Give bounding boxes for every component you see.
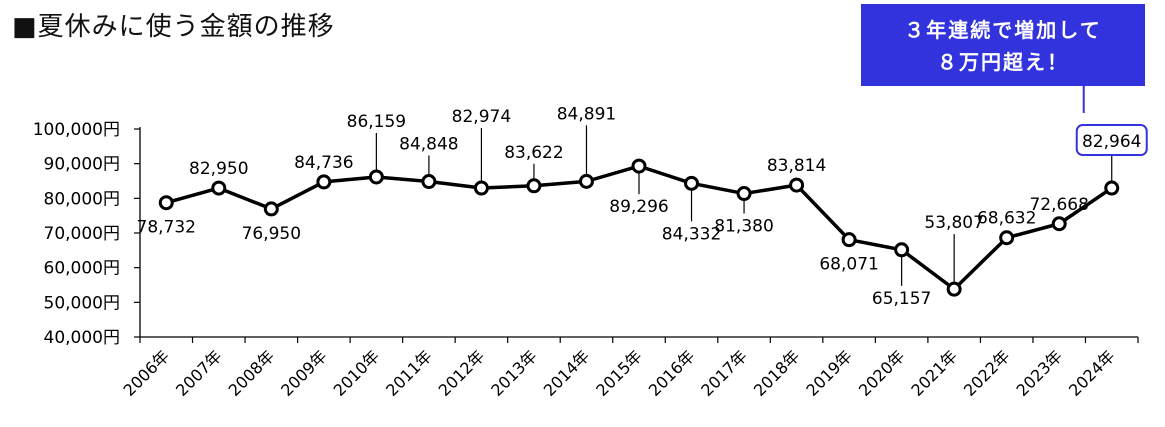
- data-label: 84,848: [399, 135, 458, 155]
- data-label: 72,668: [1029, 195, 1088, 215]
- data-label: 68,632: [977, 209, 1036, 229]
- x-tick-label: 2021年: [907, 346, 961, 400]
- data-point: [1051, 216, 1067, 232]
- annotation-line-1: ３年連続で増加して: [904, 18, 1102, 42]
- data-point: [263, 201, 279, 217]
- data-label: 84,332: [662, 224, 721, 244]
- data-point: [368, 169, 384, 185]
- data-point: [1104, 180, 1120, 196]
- x-tick-label: 2007年: [172, 346, 226, 400]
- x-tick-label: 2010年: [330, 346, 384, 400]
- data-point: [999, 230, 1015, 246]
- data-points: [158, 158, 1120, 297]
- annotation-callout: ３年連続で増加して ８万円超え！: [861, 4, 1145, 86]
- y-tick-label: 70,000円: [44, 224, 120, 244]
- data-label: 76,950: [242, 224, 301, 244]
- x-tick-label: 2011年: [382, 346, 436, 400]
- y-tick-label: 50,000円: [44, 293, 120, 313]
- data-point: [684, 175, 700, 191]
- data-label: 84,736: [294, 153, 353, 173]
- y-tick-label: 40,000円: [44, 328, 120, 348]
- data-point: [211, 180, 227, 196]
- data-label: 81,380: [714, 217, 773, 237]
- y-tick-label: 80,000円: [44, 189, 120, 209]
- data-label: 86,159: [347, 112, 406, 132]
- label-leader-lines: [375, 125, 1113, 290]
- data-label: 83,814: [767, 156, 826, 176]
- x-tick-label: 2006年: [120, 346, 174, 400]
- y-tick-label: 100,000円: [33, 120, 120, 140]
- x-tick-label: 2015年: [592, 346, 646, 400]
- data-point: [631, 158, 647, 174]
- data-label: 83,622: [504, 143, 563, 163]
- x-tick-label: 2022年: [960, 346, 1014, 400]
- x-tick-label: 2017年: [697, 346, 751, 400]
- x-tick-label: 2019年: [802, 346, 856, 400]
- data-label: 65,157: [872, 289, 931, 309]
- annotation-line-2: ８万円超え！: [937, 50, 1069, 74]
- data-point: [946, 281, 962, 297]
- x-tick-label: 2024年: [1065, 346, 1119, 400]
- y-tick-label: 60,000円: [44, 259, 120, 279]
- data-point: [789, 177, 805, 193]
- data-label: 82,950: [189, 159, 248, 179]
- data-label: 82,964: [1082, 132, 1141, 152]
- data-label: 78,732: [137, 218, 196, 238]
- chart-title: ■夏休みに使う金額の推移: [12, 12, 335, 42]
- x-tick-label: 2016年: [645, 346, 699, 400]
- highlight-label-box: [1075, 124, 1148, 157]
- data-point: [894, 242, 910, 258]
- data-point: [473, 180, 489, 196]
- data-label: 89,296: [609, 197, 668, 217]
- x-tick-label: 2013年: [487, 346, 541, 400]
- data-label: 53,807: [924, 213, 983, 233]
- y-tick-label: 90,000円: [44, 155, 120, 175]
- data-point: [526, 178, 542, 194]
- x-tick-label: 2008年: [225, 346, 279, 400]
- x-tick-label: 2018年: [750, 346, 804, 400]
- data-point: [578, 173, 594, 189]
- data-point: [736, 186, 752, 202]
- data-label: 82,974: [452, 107, 511, 127]
- x-tick-label: 2012年: [435, 346, 489, 400]
- data-label: 68,071: [819, 255, 878, 275]
- data-point: [158, 195, 174, 211]
- x-tick-label: 2023年: [1012, 346, 1066, 400]
- data-point: [841, 232, 857, 248]
- x-tick-label: 2014年: [540, 346, 594, 400]
- data-point: [316, 174, 332, 190]
- x-tick-label: 2020年: [855, 346, 909, 400]
- x-tick-label: 2009年: [277, 346, 331, 400]
- data-labels: 78,732 82,950 76,950 84,736 86,159 84,848 82,9…: [137, 86, 1148, 309]
- data-label: 84,891: [557, 104, 616, 124]
- data-point: [421, 174, 437, 190]
